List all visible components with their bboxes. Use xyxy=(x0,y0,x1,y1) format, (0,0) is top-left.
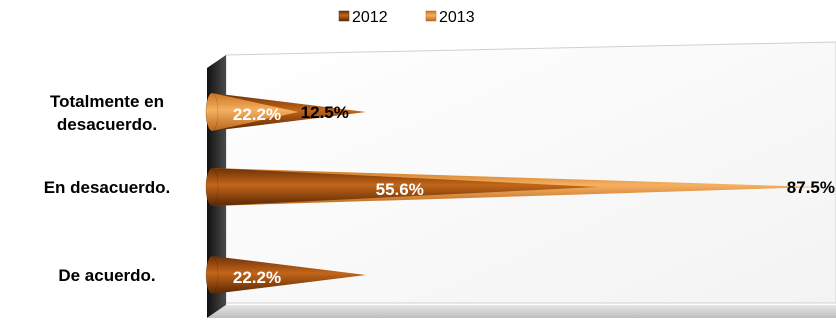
value-label-2013-0: 12.5% xyxy=(301,103,349,122)
cone-2012-2-body xyxy=(212,256,366,294)
cone-2013-0[interactable] xyxy=(205,92,299,132)
legend-swatch-2013 xyxy=(425,10,437,22)
category-label-line: En desacuerdo. xyxy=(44,178,171,197)
category-label-0: Totalmente en desacuerdo. xyxy=(50,92,164,134)
legend-item-2013[interactable]: 2013 xyxy=(425,9,475,26)
category-label-2: De acuerdo. xyxy=(58,266,155,285)
legend-label-2013: 2013 xyxy=(439,9,475,26)
cone-2013-0-base xyxy=(205,92,219,132)
value-label-2012-2: 22.2% xyxy=(233,268,281,287)
cone-2012-2[interactable] xyxy=(205,255,366,295)
cone-2012-1-body xyxy=(212,168,598,206)
value-label-2013-1: 87.5% xyxy=(787,178,835,197)
legend-label-2012: 2012 xyxy=(352,9,388,26)
category-labels: Totalmente en desacuerdo. En desacuerdo. De… xyxy=(44,92,171,285)
value-label-2012-1: 55.6% xyxy=(376,180,424,199)
floor xyxy=(207,305,836,318)
value-labels: 22.2% 12.5% 55.6% 87.5% 22.2% xyxy=(233,103,835,287)
category-label-line: Totalmente en xyxy=(50,92,164,111)
cone-2013-0-body xyxy=(212,93,299,131)
plot-frame xyxy=(207,41,836,318)
legend: 2012 2013 xyxy=(338,9,475,26)
category-label-line: desacuerdo. xyxy=(57,115,157,134)
legend-swatch-2012 xyxy=(338,10,350,22)
cone-2012-1-base xyxy=(205,167,219,207)
cone-2012-1[interactable] xyxy=(205,167,598,207)
cone-2012-2-base xyxy=(205,255,219,295)
value-label-2012-0: 22.2% xyxy=(233,105,281,124)
category-label-1: En desacuerdo. xyxy=(44,178,171,197)
legend-item-2012[interactable]: 2012 xyxy=(338,9,388,26)
category-label-line: De acuerdo. xyxy=(58,266,155,285)
data-cones xyxy=(205,92,819,295)
